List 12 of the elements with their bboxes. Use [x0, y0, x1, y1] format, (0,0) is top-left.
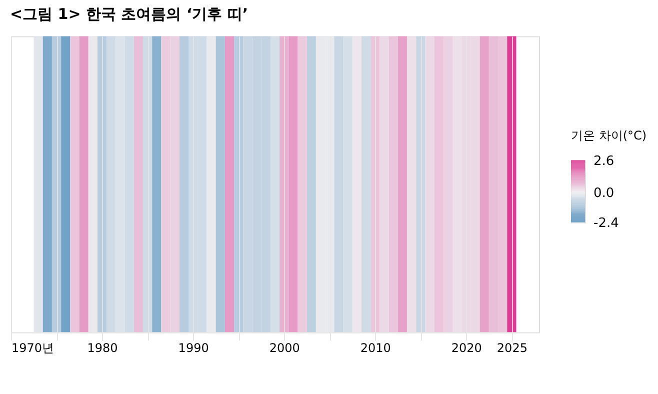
color-bar-label: -2.4: [594, 216, 619, 231]
color-bar-title: 기온 차이(°C): [571, 128, 647, 142]
x-tick-label: 2000: [269, 340, 300, 355]
x-tick-label: 2010: [360, 340, 391, 355]
x-tick-label: 1980: [87, 340, 118, 355]
x-tick-label: 1990: [178, 340, 209, 355]
color-bar-label: 0.0: [594, 186, 614, 201]
chart-title: <그림 1> 한국 초여름의 ‘기후 띠’: [10, 4, 248, 23]
x-tick-label: 2020: [451, 340, 482, 355]
x-tick-label: 1970년: [12, 340, 54, 355]
color-bar-label: 2.6: [594, 154, 614, 169]
x-tick-label: 2025: [496, 340, 528, 355]
